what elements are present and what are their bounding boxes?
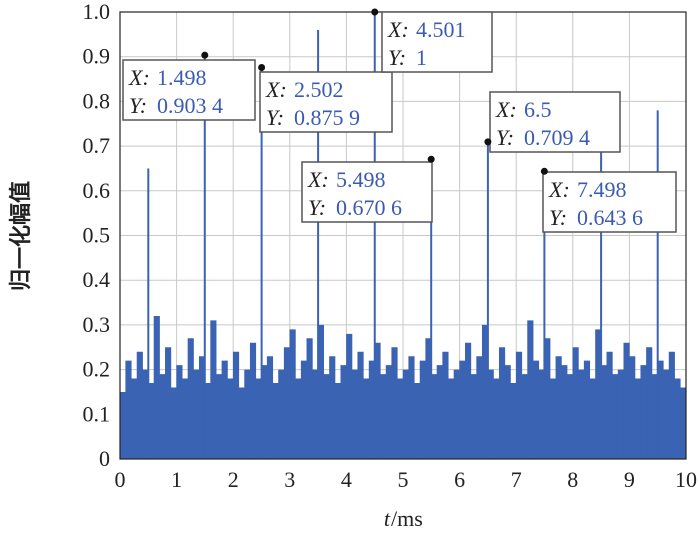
datatip-point [427,155,435,163]
datatip-y-prefix: Y: [129,93,147,118]
y-tick-label: 0.7 [83,133,111,158]
datatip-y-value: 0.709 4 [524,125,590,150]
datatip-box [301,161,433,223]
x-tick-label: 0 [115,467,126,492]
y-tick-label: 0.9 [83,44,111,69]
datatip: X: 7.498 Y: 0.643 6 [542,171,677,233]
datatip-point [371,8,379,16]
datatip: X: 2.502 Y: 0.875 9 [259,71,393,133]
datatip-y-prefix: Y: [266,105,284,130]
datatip-box [489,91,621,153]
datatip-x-prefix: X: [307,167,329,192]
x-tick-label: 9 [624,467,635,492]
x-tick-label: 1 [171,467,182,492]
datatip-box [542,171,677,233]
x-tick-label: 3 [284,467,295,492]
datatip-point [540,167,548,175]
datatip-x-value: 4.501 [416,17,466,42]
datatip-y-prefix: Y: [308,195,326,220]
datatip-y-value: 0.875 9 [294,105,360,130]
y-tick-label: 0 [99,446,110,471]
x-axis-unit: /ms [391,506,423,531]
y-tick-label: 0.5 [83,223,111,248]
y-tick-label: 0.1 [83,401,111,426]
datatip-y-prefix: Y: [496,125,514,150]
datatip: X: 1.498 Y: 0.903 4 [122,59,256,121]
datatip-box [259,71,393,133]
x-tick-label: 2 [228,467,239,492]
y-tick-label: 0.3 [83,312,111,337]
y-tick-label: 1.0 [83,0,111,24]
datatip-x-value: 2.502 [294,77,344,102]
y-axis-label: 归一化幅值 [8,181,34,291]
datatip-x-value: 6.5 [524,97,552,122]
datatip-x-prefix: X: [265,77,287,102]
datatip: X: 4.501 Y: 1 [381,11,493,73]
y-tick-label: 0.8 [83,88,111,113]
datatip: X: 6.5 Y: 0.709 4 [489,91,621,153]
x-tick-label: 6 [454,467,465,492]
datatip-y-value: 0.670 6 [336,195,402,220]
datatip-x-value: 5.498 [336,167,386,192]
x-tick-label: 5 [398,467,409,492]
datatip-y-prefix: Y: [388,45,406,70]
datatip-point [258,63,266,71]
y-tick-label: 0.4 [83,267,111,292]
datatip-box [381,11,493,73]
datatip-x-prefix: X: [548,177,570,202]
y-tick-label: 0.2 [83,357,111,382]
x-axis-label: t [384,506,391,531]
y-tick-label: 0.6 [83,178,111,203]
x-tick-label: 7 [511,467,522,492]
datatip-x-prefix: X: [387,17,409,42]
datatip-x-prefix: X: [495,97,517,122]
x-tick-label: 8 [567,467,578,492]
datatip-y-prefix: Y: [549,205,567,230]
datatip-x-prefix: X: [128,65,150,90]
datatip-y-value: 1 [416,45,427,70]
datatip-box [122,59,256,121]
x-tick-label: 4 [341,467,352,492]
datatip-point [201,51,209,59]
datatip-y-value: 0.903 4 [157,93,223,118]
datatip-x-value: 1.498 [157,65,207,90]
datatip-point [484,138,492,146]
datatip: X: 5.498 Y: 0.670 6 [301,161,433,223]
datatip-x-value: 7.498 [577,177,627,202]
x-tick-label: 10 [675,467,697,492]
datatip-y-value: 0.643 6 [577,205,643,230]
